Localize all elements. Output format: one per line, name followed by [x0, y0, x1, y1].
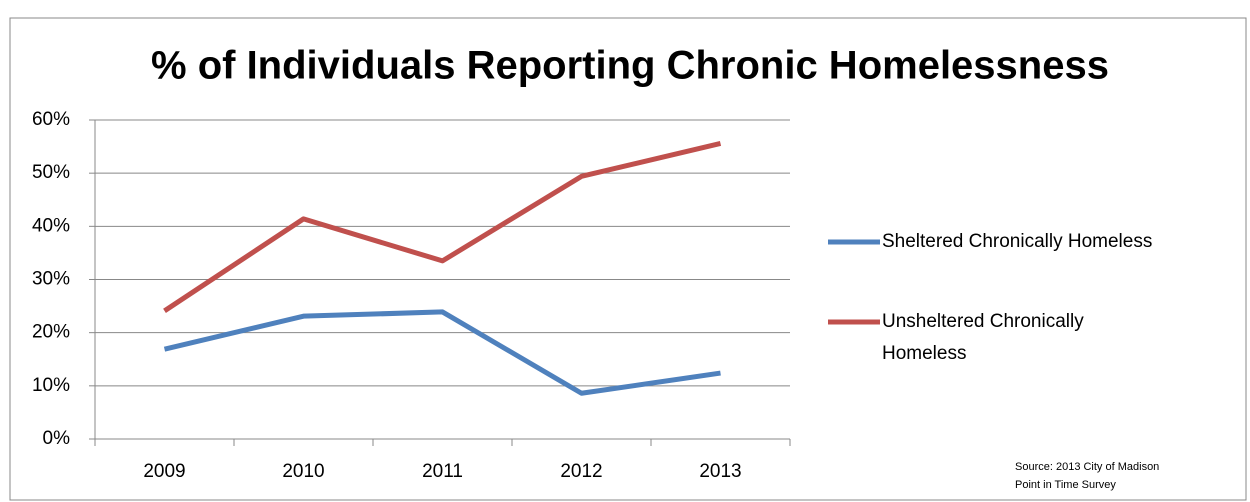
series-line	[163, 140, 722, 313]
x-tick-label: 2009	[143, 461, 185, 482]
y-tick-label: 10%	[32, 375, 70, 396]
legend-label: Unsheltered Chronically Homeless	[882, 311, 1084, 364]
x-tick-label: 2012	[560, 461, 602, 482]
y-tick-label: 50%	[32, 162, 70, 183]
legend-label: Sheltered Chronically Homeless	[882, 231, 1153, 252]
x-tick-label: 2013	[699, 461, 741, 482]
chart-title: % of Individuals Reporting Chronic Homel…	[151, 44, 1109, 88]
y-tick-label: 60%	[32, 109, 70, 130]
x-tick-label: 2010	[282, 461, 324, 482]
y-tick-label: 20%	[32, 322, 70, 343]
chart-frame	[9, 17, 1247, 501]
x-tick-label: 2011	[422, 461, 463, 482]
y-tick-label: 40%	[32, 215, 70, 236]
source-line: Point in Time Survey	[1015, 479, 1116, 491]
source-line: Source: 2013 City of Madison	[1015, 461, 1160, 473]
source-note: Source: 2013 City of Madison Point in Tim…	[1015, 458, 1159, 494]
y-tick-label: 30%	[32, 269, 70, 290]
y-tick-label: 0%	[43, 428, 71, 449]
series-line	[163, 309, 721, 396]
